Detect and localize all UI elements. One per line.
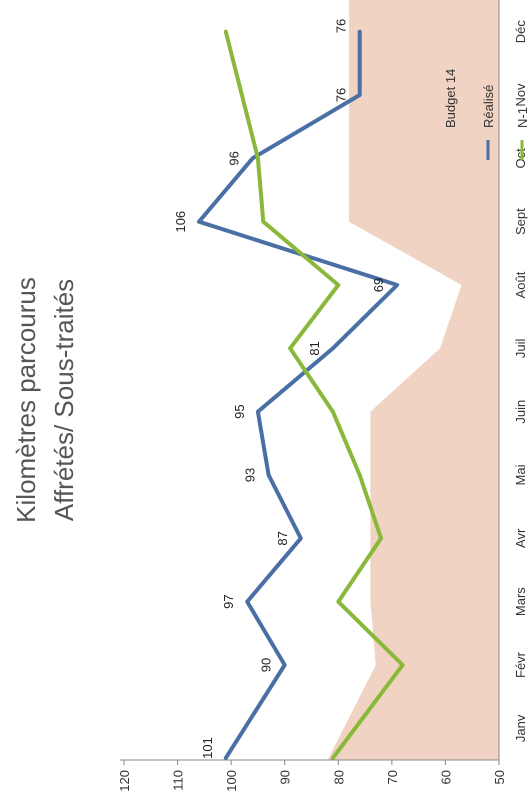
value-tick-label: 120 xyxy=(117,770,132,792)
area-budget xyxy=(327,0,499,760)
legend-label: Budget 14 xyxy=(443,69,458,128)
data-label-realise: 69 xyxy=(371,278,386,292)
data-label-realise: 87 xyxy=(275,531,290,545)
category-label: Avr xyxy=(513,528,528,548)
legend-label: Réalisé xyxy=(481,85,496,128)
data-label-realise: 90 xyxy=(259,658,274,672)
data-label-realise: 95 xyxy=(232,404,247,418)
series-line-n-1 xyxy=(223,29,405,760)
value-tick-label: 90 xyxy=(278,770,293,784)
chart-title-line: Affrétés/ Sous-traités xyxy=(49,279,79,521)
category-label: Mai xyxy=(513,464,528,485)
value-tick-label: 110 xyxy=(171,770,186,791)
value-tick-label: 70 xyxy=(385,770,400,784)
axis-layer: 50 60 70 80 90 100 110 120 Janv Févr Mars Avr Mai Jui… xyxy=(117,0,528,792)
data-label-realise: 76 xyxy=(334,19,349,33)
chart-title-line: Kilomètres parcourus xyxy=(11,277,41,523)
series-line-realise xyxy=(197,29,400,760)
value-tick-label: 100 xyxy=(224,770,239,792)
value-tick-label: 80 xyxy=(331,770,346,784)
category-label: Mars xyxy=(513,587,528,616)
data-label-realise: 97 xyxy=(221,594,236,608)
category-label: Déc xyxy=(513,20,528,44)
data-label-realise: 76 xyxy=(334,88,349,102)
value-tick-label: 50 xyxy=(492,770,507,784)
data-label-realise: 81 xyxy=(307,341,322,355)
category-label: Janv xyxy=(513,714,528,742)
category-label: Sept xyxy=(513,208,528,235)
legend: Budget 14 Réalisé N-1 xyxy=(441,69,530,160)
data-label-realise: 96 xyxy=(227,151,242,165)
value-tick-label: 60 xyxy=(438,770,453,784)
category-label: Juin xyxy=(513,400,528,424)
category-label: Nov xyxy=(513,83,528,107)
data-label-realise: 101 xyxy=(200,737,215,759)
category-label: Juil xyxy=(513,338,528,358)
label-layer: 101 90 97 87 93 95 81 69 106 96 76 76 xyxy=(173,19,386,759)
plot-layer xyxy=(197,0,499,760)
data-label-realise: 106 xyxy=(173,211,188,233)
legend-label: N-1 xyxy=(515,107,530,128)
legend-swatch-budget xyxy=(441,140,457,156)
data-label-realise: 93 xyxy=(243,468,258,482)
category-label: Août xyxy=(513,271,528,298)
category-label: Févr xyxy=(513,651,528,678)
chart-title: Kilomètres parcourus Affrétés/ Sous-trait… xyxy=(11,277,79,523)
